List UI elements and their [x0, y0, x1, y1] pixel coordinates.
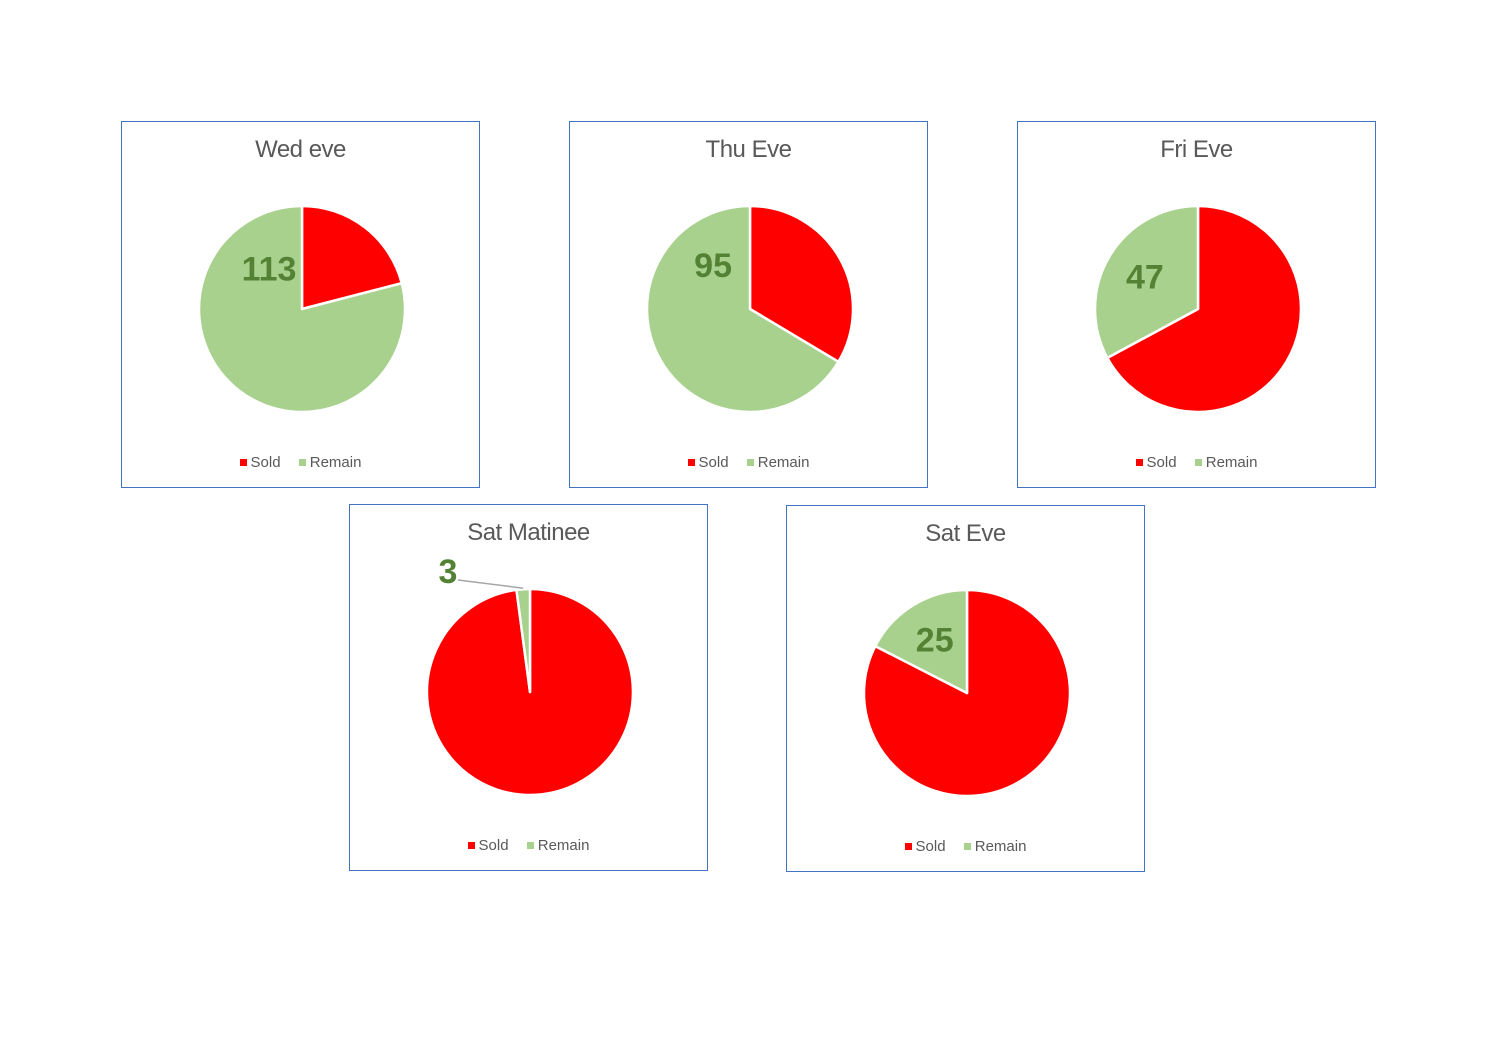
- legend-item-remain: Remain: [963, 838, 1027, 855]
- legend-swatch-remain: [1194, 458, 1202, 466]
- data-label: 3: [439, 553, 458, 591]
- pie-slice-remain: [515, 587, 532, 694]
- leader-line: [457, 579, 524, 589]
- chart-thu-eve: Thu Eve 95 Sold Remain: [569, 121, 928, 488]
- legend: Sold Remain: [350, 837, 707, 854]
- pie-svg: 95: [645, 204, 855, 414]
- legend-swatch-sold: [904, 842, 912, 850]
- pie-svg: 113: [197, 204, 407, 414]
- legend-swatch-sold: [687, 458, 695, 466]
- legend-label: Remain: [309, 454, 362, 471]
- chart-title: Wed eve: [255, 136, 346, 163]
- chart-sat-eve: Sat Eve 25 Sold Remain: [786, 505, 1145, 872]
- legend: Sold Remain: [1018, 454, 1375, 471]
- legend-label: Remain: [974, 838, 1027, 855]
- legend-swatch-sold: [467, 841, 475, 849]
- chart-title: Thu Eve: [705, 136, 792, 163]
- data-label: 25: [916, 621, 954, 659]
- legend-label: Remain: [1205, 454, 1258, 471]
- legend-item-sold: Sold: [904, 838, 946, 855]
- chart-title: Fri Eve: [1160, 136, 1233, 163]
- legend-item-sold: Sold: [239, 454, 281, 471]
- chart-sat-matinee: Sat Matinee 3 Sold Remain: [349, 504, 708, 871]
- legend-item-remain: Remain: [526, 837, 590, 854]
- legend-label: Sold: [698, 454, 729, 471]
- legend-swatch-remain: [746, 458, 754, 466]
- legend-item-sold: Sold: [687, 454, 729, 471]
- pie-slice-sold: [1106, 204, 1303, 414]
- legend: Sold Remain: [787, 838, 1144, 855]
- chart-title: Sat Eve: [925, 520, 1006, 547]
- legend-swatch-sold: [1135, 458, 1143, 466]
- legend-label: Sold: [478, 837, 509, 854]
- legend-swatch-remain: [963, 842, 971, 850]
- pie-svg: 47: [1093, 204, 1303, 414]
- legend-swatch-remain: [298, 458, 306, 466]
- pie-slice-remain: [874, 588, 969, 695]
- legend-item-remain: Remain: [1194, 454, 1258, 471]
- chart-fri-eve: Fri Eve 47 Sold Remain: [1017, 121, 1376, 488]
- legend-label: Sold: [250, 454, 281, 471]
- pie-slice-remain: [1093, 204, 1200, 360]
- legend: Sold Remain: [122, 454, 479, 471]
- legend-item-sold: Sold: [1135, 454, 1177, 471]
- legend-item-remain: Remain: [298, 454, 362, 471]
- chart-title: Sat Matinee: [467, 519, 590, 546]
- pie-slice-remain: [645, 204, 840, 414]
- legend-swatch-remain: [526, 841, 534, 849]
- chart-wed-eve: Wed eve 113 Sold Remain: [121, 121, 480, 488]
- legend-swatch-sold: [239, 458, 247, 466]
- data-label: 95: [694, 247, 732, 285]
- legend-label: Remain: [757, 454, 810, 471]
- pie-svg: 25: [862, 588, 1072, 798]
- legend-label: Sold: [915, 838, 946, 855]
- data-label: 113: [242, 250, 297, 288]
- pie-slice-remain: [197, 204, 407, 414]
- legend-item-sold: Sold: [467, 837, 509, 854]
- legend: Sold Remain: [570, 454, 927, 471]
- legend-label: Sold: [1146, 454, 1177, 471]
- pie-svg: 3: [425, 553, 635, 797]
- legend-item-remain: Remain: [746, 454, 810, 471]
- data-label: 47: [1126, 258, 1164, 296]
- pie-slice-sold: [748, 204, 855, 364]
- legend-label: Remain: [537, 837, 590, 854]
- pie-slice-sold: [300, 204, 403, 311]
